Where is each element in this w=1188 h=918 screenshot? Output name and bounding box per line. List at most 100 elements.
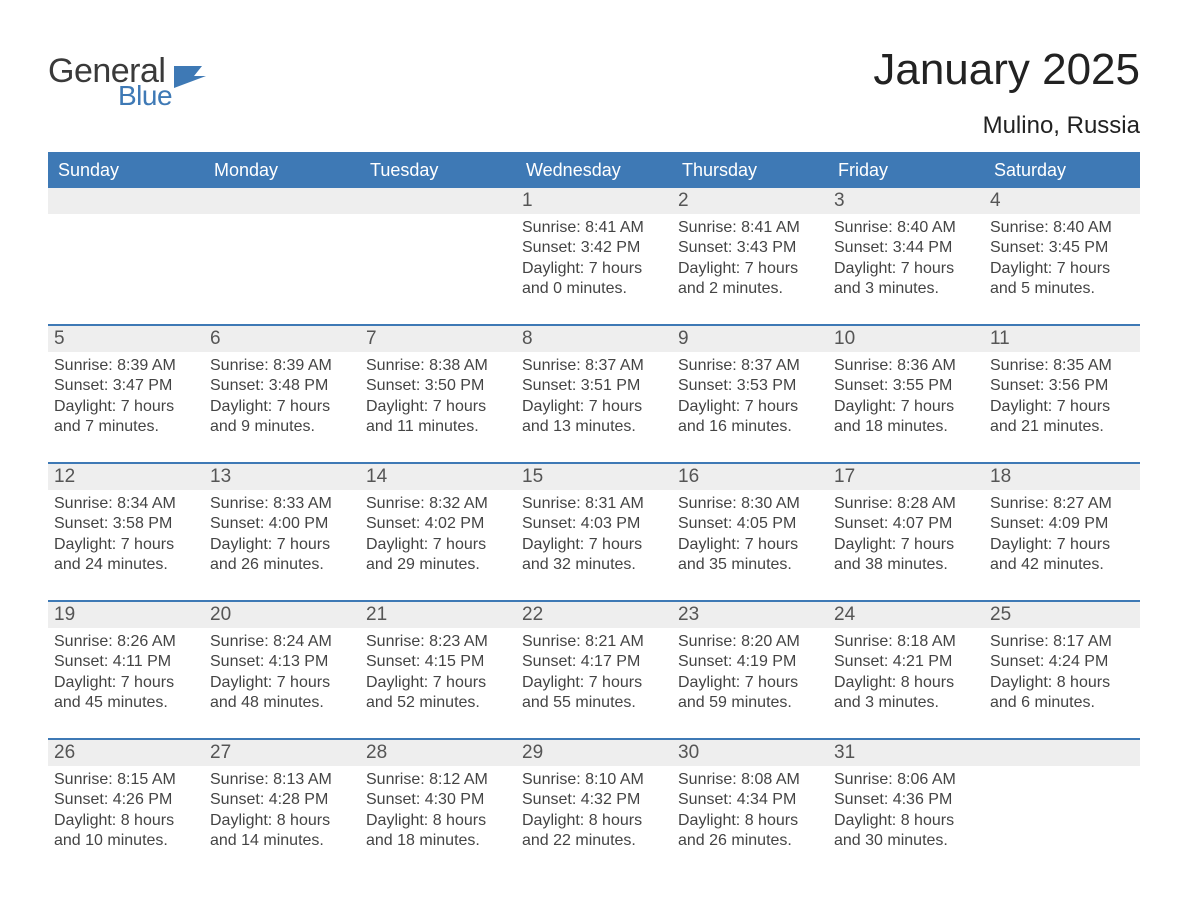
daylight-value: Daylight: 7 hours and 32 minutes. [522,535,666,576]
daylight-value: Daylight: 8 hours and 22 minutes. [522,811,666,852]
sunset-value: Sunset: 3:51 PM [522,376,666,396]
day-number: 20 [204,602,360,628]
page-title: January 2025 [873,48,1140,92]
day-number: 16 [672,464,828,490]
sunset-value: Sunset: 3:55 PM [834,376,978,396]
day-cell: Sunrise: 8:39 AMSunset: 3:47 PMDaylight:… [48,352,204,462]
sunset-value: Sunset: 3:48 PM [210,376,354,396]
day-number: 27 [204,740,360,766]
sunrise-value: Sunrise: 8:41 AM [522,218,666,238]
day-number: 2 [672,188,828,214]
sunset-value: Sunset: 4:32 PM [522,790,666,810]
day-cell: Sunrise: 8:39 AMSunset: 3:48 PMDaylight:… [204,352,360,462]
daylight-value: Daylight: 7 hours and 16 minutes. [678,397,822,438]
day-number: 25 [984,602,1140,628]
daylight-value: Daylight: 7 hours and 0 minutes. [522,259,666,300]
daylight-value: Daylight: 7 hours and 26 minutes. [210,535,354,576]
daylight-value: Daylight: 7 hours and 48 minutes. [210,673,354,714]
day-number: 23 [672,602,828,628]
day-number: 5 [48,326,204,352]
day-cell [984,766,1140,876]
day-cell [204,214,360,324]
day-number: 22 [516,602,672,628]
sunset-value: Sunset: 4:30 PM [366,790,510,810]
day-cell: Sunrise: 8:24 AMSunset: 4:13 PMDaylight:… [204,628,360,738]
day-cell: Sunrise: 8:41 AMSunset: 3:42 PMDaylight:… [516,214,672,324]
day-number: 13 [204,464,360,490]
daylight-value: Daylight: 7 hours and 3 minutes. [834,259,978,300]
day-cell: Sunrise: 8:41 AMSunset: 3:43 PMDaylight:… [672,214,828,324]
day-number: 9 [672,326,828,352]
sunrise-value: Sunrise: 8:32 AM [366,494,510,514]
sunrise-value: Sunrise: 8:18 AM [834,632,978,652]
sunrise-value: Sunrise: 8:10 AM [522,770,666,790]
day-number: 8 [516,326,672,352]
sunset-value: Sunset: 4:07 PM [834,514,978,534]
sunrise-value: Sunrise: 8:39 AM [210,356,354,376]
sunset-value: Sunset: 4:13 PM [210,652,354,672]
sunset-value: Sunset: 4:26 PM [54,790,198,810]
page-header: General Blue January 2025 Mulino, Russia [48,48,1140,140]
day-number: 17 [828,464,984,490]
daylight-value: Daylight: 8 hours and 14 minutes. [210,811,354,852]
sunrise-value: Sunrise: 8:28 AM [834,494,978,514]
day-cell: Sunrise: 8:26 AMSunset: 4:11 PMDaylight:… [48,628,204,738]
sunset-value: Sunset: 3:58 PM [54,514,198,534]
sunset-value: Sunset: 3:56 PM [990,376,1134,396]
sunrise-value: Sunrise: 8:37 AM [678,356,822,376]
day-cell: Sunrise: 8:12 AMSunset: 4:30 PMDaylight:… [360,766,516,876]
week-body-row: Sunrise: 8:39 AMSunset: 3:47 PMDaylight:… [48,352,1140,462]
sunset-value: Sunset: 4:21 PM [834,652,978,672]
calendar: SundayMondayTuesdayWednesdayThursdayFrid… [48,152,1140,876]
day-cell: Sunrise: 8:37 AMSunset: 3:51 PMDaylight:… [516,352,672,462]
day-cell: Sunrise: 8:17 AMSunset: 4:24 PMDaylight:… [984,628,1140,738]
dow-cell: Wednesday [516,154,672,188]
day-cell: Sunrise: 8:32 AMSunset: 4:02 PMDaylight:… [360,490,516,600]
week-body-row: Sunrise: 8:26 AMSunset: 4:11 PMDaylight:… [48,628,1140,738]
daylight-value: Daylight: 7 hours and 21 minutes. [990,397,1134,438]
daynum-row: 567891011 [48,324,1140,352]
day-number: 30 [672,740,828,766]
sunset-value: Sunset: 3:42 PM [522,238,666,258]
day-number: 28 [360,740,516,766]
day-number: 11 [984,326,1140,352]
sunrise-value: Sunrise: 8:15 AM [54,770,198,790]
daylight-value: Daylight: 7 hours and 5 minutes. [990,259,1134,300]
day-cell: Sunrise: 8:08 AMSunset: 4:34 PMDaylight:… [672,766,828,876]
sunrise-value: Sunrise: 8:08 AM [678,770,822,790]
daynum-row: 262728293031 [48,738,1140,766]
sunset-value: Sunset: 4:03 PM [522,514,666,534]
day-cell: Sunrise: 8:10 AMSunset: 4:32 PMDaylight:… [516,766,672,876]
daylight-value: Daylight: 7 hours and 7 minutes. [54,397,198,438]
sunset-value: Sunset: 4:36 PM [834,790,978,810]
sunset-value: Sunset: 4:05 PM [678,514,822,534]
day-cell: Sunrise: 8:33 AMSunset: 4:00 PMDaylight:… [204,490,360,600]
daylight-value: Daylight: 7 hours and 18 minutes. [834,397,978,438]
sunrise-value: Sunrise: 8:33 AM [210,494,354,514]
day-of-week-header: SundayMondayTuesdayWednesdayThursdayFrid… [48,154,1140,188]
day-number: 3 [828,188,984,214]
daynum-row: 12131415161718 [48,462,1140,490]
day-number [360,188,516,214]
day-cell: Sunrise: 8:37 AMSunset: 3:53 PMDaylight:… [672,352,828,462]
daylight-value: Daylight: 7 hours and 9 minutes. [210,397,354,438]
sunset-value: Sunset: 3:47 PM [54,376,198,396]
day-cell: Sunrise: 8:27 AMSunset: 4:09 PMDaylight:… [984,490,1140,600]
logo-blue: Blue [118,83,172,108]
day-number: 7 [360,326,516,352]
day-number: 1 [516,188,672,214]
dow-cell: Monday [204,154,360,188]
sunrise-value: Sunrise: 8:37 AM [522,356,666,376]
flag-icon [172,62,208,90]
sunrise-value: Sunrise: 8:13 AM [210,770,354,790]
day-cell: Sunrise: 8:28 AMSunset: 4:07 PMDaylight:… [828,490,984,600]
dow-cell: Sunday [48,154,204,188]
day-cell: Sunrise: 8:40 AMSunset: 3:45 PMDaylight:… [984,214,1140,324]
daylight-value: Daylight: 8 hours and 3 minutes. [834,673,978,714]
sunset-value: Sunset: 3:45 PM [990,238,1134,258]
daylight-value: Daylight: 8 hours and 6 minutes. [990,673,1134,714]
day-number: 6 [204,326,360,352]
sunrise-value: Sunrise: 8:20 AM [678,632,822,652]
sunrise-value: Sunrise: 8:39 AM [54,356,198,376]
daylight-value: Daylight: 7 hours and 38 minutes. [834,535,978,576]
